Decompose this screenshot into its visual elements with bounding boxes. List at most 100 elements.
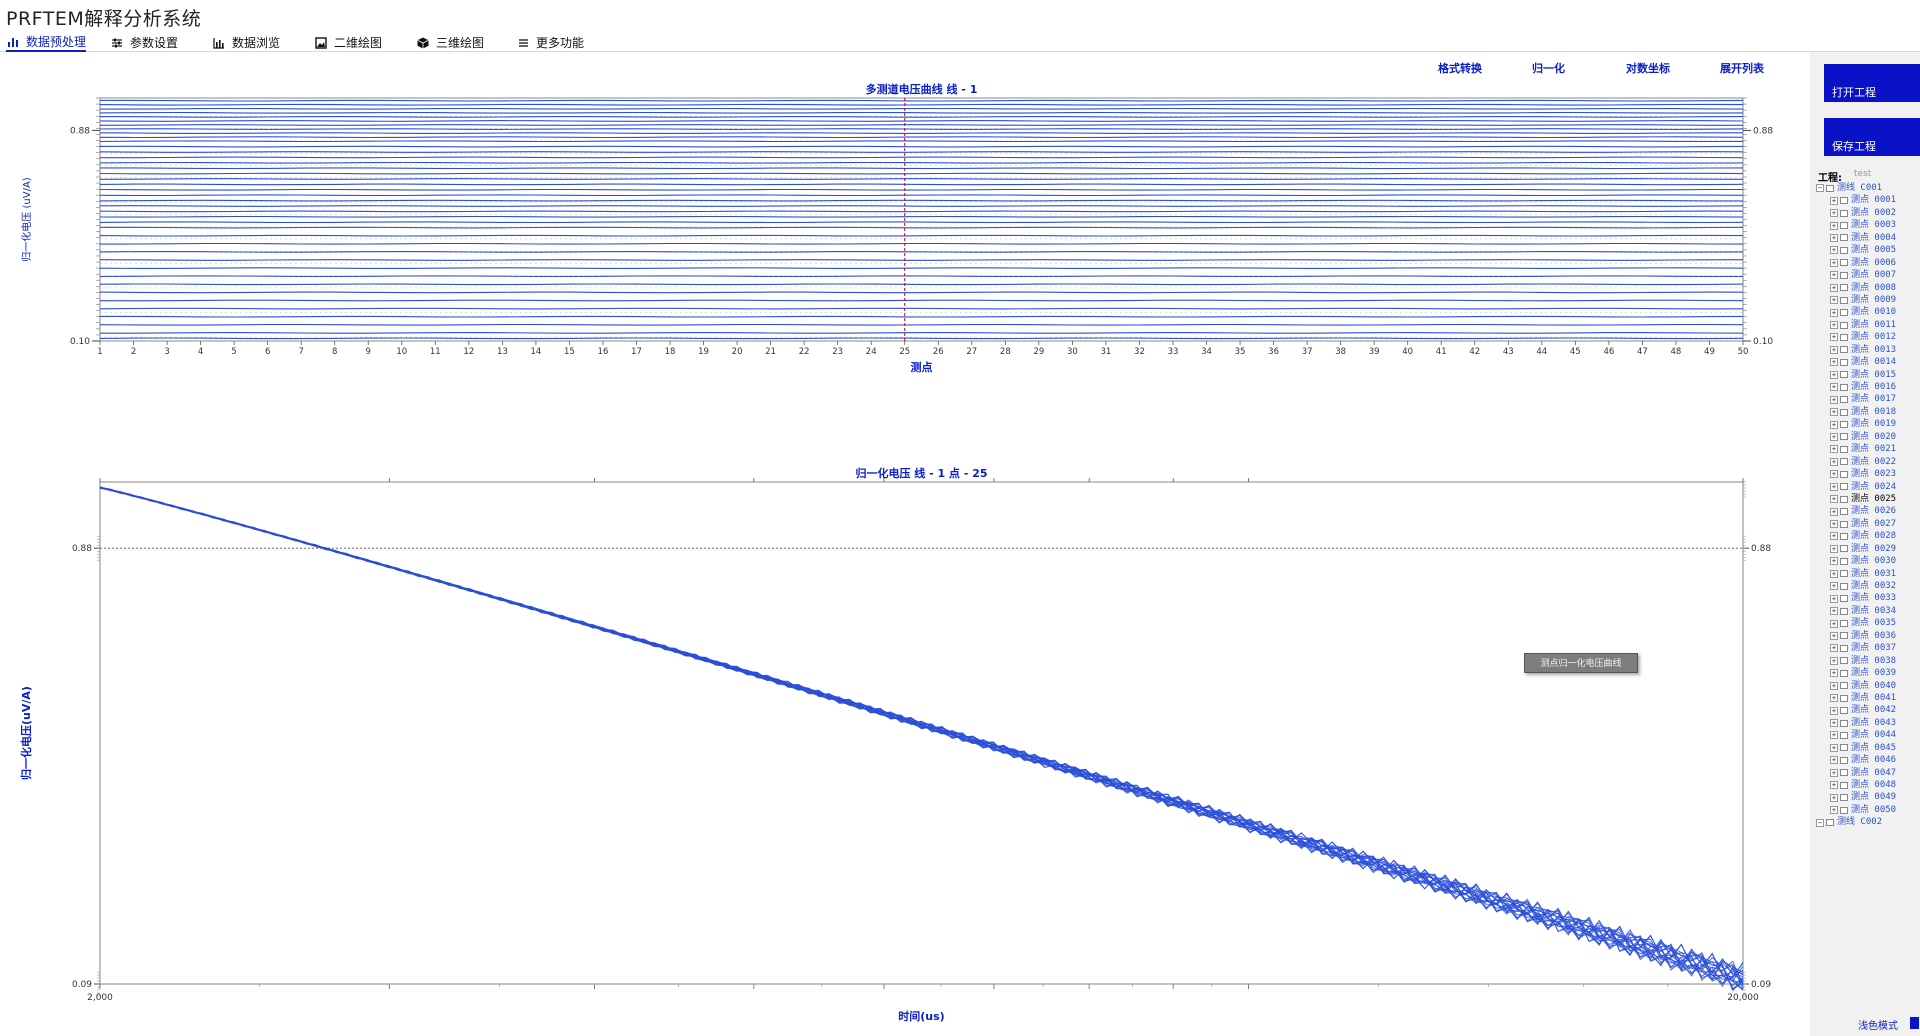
tab-data-browse[interactable]: 数据浏览 [212,33,280,52]
tree-point-0039[interactable]: + 测点 0039 [1816,667,1920,679]
expand-toggle-icon[interactable]: + [1830,233,1838,242]
tree-point-0026[interactable]: + 测点 0026 [1816,505,1920,517]
tree-point-0018[interactable]: + 测点 0018 [1816,406,1920,418]
tree-point-0043[interactable]: + 测点 0043 [1816,717,1920,729]
expand-toggle-icon[interactable]: + [1830,619,1838,628]
tree-point-0041[interactable]: + 测点 0041 [1816,692,1920,704]
open-project-button[interactable]: 打开工程 [1824,64,1920,102]
expand-toggle-icon[interactable]: + [1830,781,1838,790]
tree-point-0010[interactable]: + 测点 0010 [1816,306,1920,318]
tree-point-0016[interactable]: + 测点 0016 [1816,381,1920,393]
expand-toggle-icon[interactable]: + [1830,457,1838,466]
tree-point-0024[interactable]: + 测点 0024 [1816,481,1920,493]
tree-point-0022[interactable]: + 测点 0022 [1816,456,1920,468]
tree-point-0005[interactable]: + 测点 0005 [1816,244,1920,256]
expand-toggle-icon[interactable]: + [1830,445,1838,454]
expand-toggle-icon[interactable]: + [1830,271,1838,280]
tab-more-functions[interactable]: 更多功能 [516,33,584,52]
log-axis-button[interactable]: 对数坐标 [1626,62,1670,75]
expand-toggle-icon[interactable]: + [1830,557,1838,566]
expand-toggle-icon[interactable]: + [1830,196,1838,205]
expand-toggle-icon[interactable]: + [1830,470,1838,479]
expand-toggle-icon[interactable]: + [1830,395,1838,404]
tree-point-0048[interactable]: + 测点 0048 [1816,779,1920,791]
tree-point-0028[interactable]: + 测点 0028 [1816,530,1920,542]
expand-toggle-icon[interactable]: + [1830,333,1838,342]
tree-point-0040[interactable]: + 测点 0040 [1816,680,1920,692]
expand-toggle-icon[interactable]: + [1830,482,1838,491]
tree-point-0002[interactable]: + 测点 0002 [1816,207,1920,219]
expand-toggle-icon[interactable]: + [1830,321,1838,330]
expand-toggle-icon[interactable]: + [1830,358,1838,367]
expand-list-button[interactable]: 展开列表 [1720,62,1764,75]
tree-point-0020[interactable]: + 测点 0020 [1816,431,1920,443]
tree-point-0001[interactable]: + 测点 0001 [1816,194,1920,206]
tree-point-0047[interactable]: + 测点 0047 [1816,767,1920,779]
expand-toggle-icon[interactable]: + [1830,507,1838,516]
tree-point-0008[interactable]: + 测点 0008 [1816,282,1920,294]
tree-point-0015[interactable]: + 测点 0015 [1816,369,1920,381]
multichannel-voltage-plot[interactable]: 多测道电压曲线 线 - 10.10 0.100.88 0.881 2 3 4 5 6 7 8 9 10… [0,80,1790,460]
normalized-voltage-plot[interactable]: 归一化电压 线 - 1 点 - 25 0.88 0.88 0.09 0.09 2,000 2… [0,462,1790,1036]
expand-toggle-icon[interactable]: + [1830,656,1838,665]
expand-toggle-icon[interactable]: + [1830,432,1838,441]
expand-toggle-icon[interactable]: + [1830,408,1838,417]
expand-toggle-icon[interactable]: + [1830,756,1838,765]
tree-point-0025[interactable]: + 测点 0025 [1816,493,1920,505]
tree-point-0021[interactable]: + 测点 0021 [1816,443,1920,455]
tree-point-0035[interactable]: + 测点 0035 [1816,617,1920,629]
tree-point-0034[interactable]: + 测点 0034 [1816,605,1920,617]
tree-point-0036[interactable]: + 测点 0036 [1816,630,1920,642]
tree-point-0038[interactable]: + 测点 0038 [1816,655,1920,667]
expand-toggle-icon[interactable]: + [1830,308,1838,317]
expand-toggle-icon[interactable]: + [1830,258,1838,267]
tree-point-0011[interactable]: + 测点 0011 [1816,319,1920,331]
expand-toggle-icon[interactable]: + [1830,768,1838,777]
tree-point-0045[interactable]: + 测点 0045 [1816,742,1920,754]
expand-toggle-icon[interactable]: + [1830,296,1838,305]
expand-toggle-icon[interactable]: + [1830,569,1838,578]
expand-toggle-icon[interactable]: + [1830,631,1838,640]
expand-toggle-icon[interactable]: + [1830,743,1838,752]
tree-line-c002[interactable]: − 测线 C002 [1816,816,1920,828]
tree-point-0006[interactable]: + 测点 0006 [1816,257,1920,269]
tree-point-0003[interactable]: + 测点 0003 [1816,219,1920,231]
expand-toggle-icon[interactable]: + [1830,383,1838,392]
expand-toggle-icon[interactable]: + [1830,669,1838,678]
tree-point-0044[interactable]: + 测点 0044 [1816,729,1920,741]
tree-point-0014[interactable]: + 测点 0014 [1816,356,1920,368]
tree-point-0050[interactable]: + 测点 0050 [1816,804,1920,816]
format-convert-button[interactable]: 格式转换 [1438,62,1482,75]
expand-toggle-icon[interactable]: + [1830,520,1838,529]
tree-point-0037[interactable]: + 测点 0037 [1816,642,1920,654]
tab-data-preprocess[interactable]: 数据预处理 [6,33,87,52]
tree-point-0032[interactable]: + 测点 0032 [1816,580,1920,592]
expand-toggle-icon[interactable]: + [1830,495,1838,504]
tree-point-0007[interactable]: + 测点 0007 [1816,269,1920,281]
tree-point-0019[interactable]: + 测点 0019 [1816,418,1920,430]
tree-line-c001[interactable]: − 测线 C001 [1816,182,1920,194]
expand-toggle-icon[interactable]: + [1830,544,1838,553]
expand-toggle-icon[interactable]: + [1830,681,1838,690]
normalize-button[interactable]: 归一化 [1532,62,1565,75]
expand-toggle-icon[interactable]: + [1830,607,1838,616]
expand-toggle-icon[interactable]: + [1830,345,1838,354]
multichannel-voltage-chart[interactable]: 多测道电压曲线 线 - 1 0.10 0.10 0.88 0.88 1 2 3 4 5 6 7 8 9 10… [0,80,1790,460]
expand-toggle-icon[interactable]: + [1830,731,1838,740]
tree-point-0017[interactable]: + 测点 0017 [1816,393,1920,405]
expand-toggle-icon[interactable]: + [1830,582,1838,591]
expand-toggle-icon[interactable]: + [1830,594,1838,603]
tree-point-0004[interactable]: + 测点 0004 [1816,232,1920,244]
expand-toggle-icon[interactable]: + [1830,209,1838,218]
expand-toggle-icon[interactable]: + [1830,719,1838,728]
expand-toggle-icon[interactable]: + [1830,806,1838,815]
tree-point-0029[interactable]: + 测点 0029 [1816,543,1920,555]
tree-point-0033[interactable]: + 测点 0033 [1816,592,1920,604]
expand-toggle-icon[interactable]: + [1830,644,1838,653]
expand-toggle-icon[interactable]: + [1830,221,1838,230]
expand-toggle-icon[interactable]: + [1830,420,1838,429]
tree-point-0046[interactable]: + 测点 0046 [1816,754,1920,766]
expand-toggle-icon[interactable]: + [1830,706,1838,715]
expand-toggle-icon[interactable]: + [1830,246,1838,255]
tree-point-0012[interactable]: + 测点 0012 [1816,331,1920,343]
